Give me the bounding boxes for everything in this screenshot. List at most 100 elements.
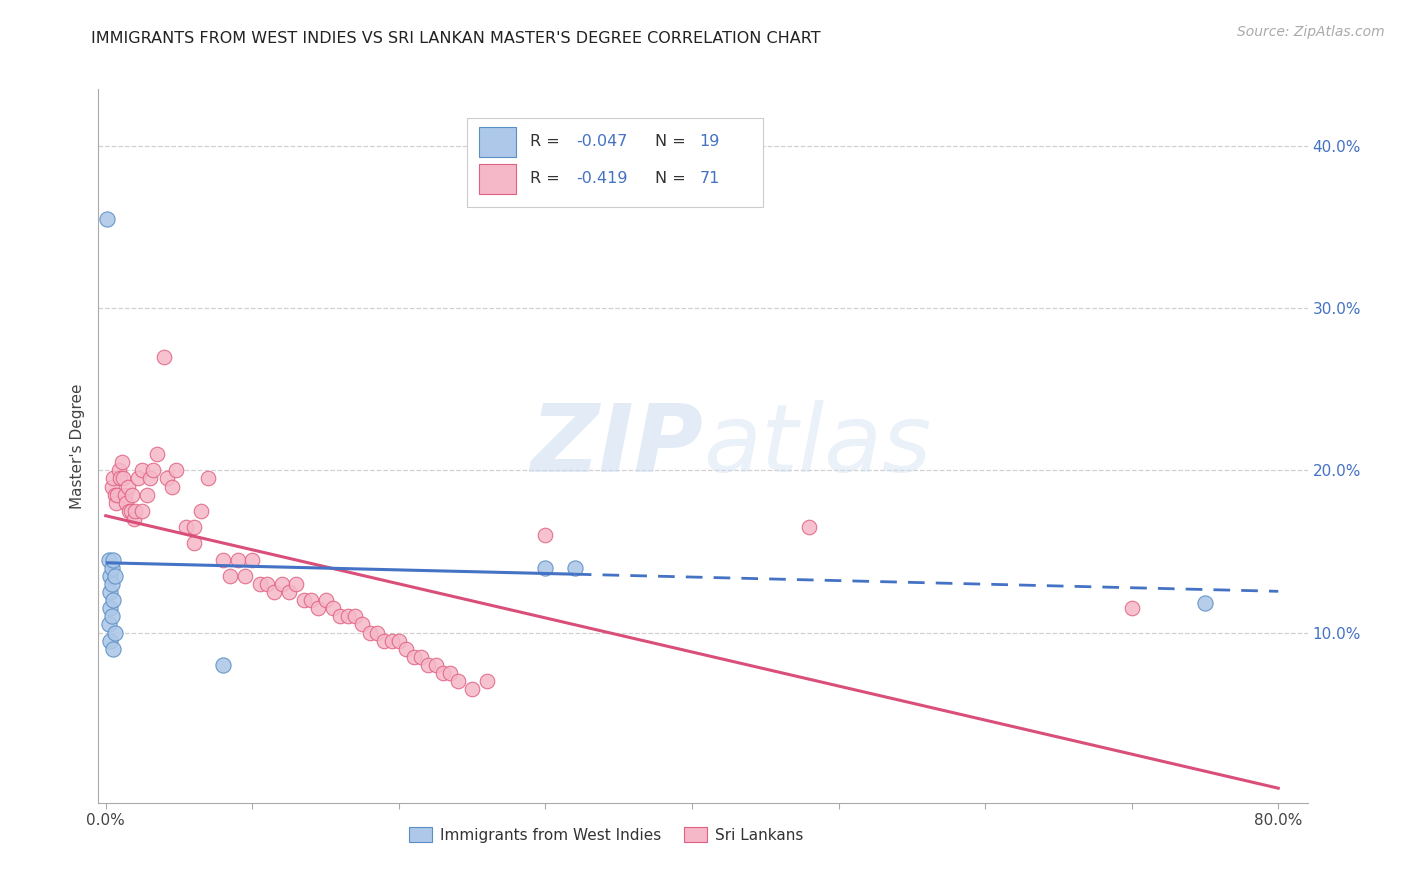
Point (117, 479, 139, 493)
Point (98, 601, 121, 615)
Point (256, 577, 278, 591)
Point (96, 211, 118, 226)
Point (135, 488, 157, 502)
Point (366, 625, 388, 640)
Point (373, 633, 395, 648)
Y-axis label: Master's Degree: Master's Degree (69, 384, 84, 508)
Text: -0.047: -0.047 (576, 134, 627, 149)
Point (359, 625, 381, 640)
Point (131, 463, 153, 477)
Point (343, 609, 366, 624)
Point (240, 552, 263, 566)
Point (165, 463, 187, 477)
Point (98, 633, 121, 648)
Point (114, 488, 136, 502)
Point (322, 601, 344, 615)
Point (124, 504, 146, 518)
Bar (479, 127, 516, 157)
Point (101, 552, 124, 566)
Point (388, 633, 411, 648)
Point (97, 552, 120, 566)
Text: -0.419: -0.419 (576, 171, 627, 186)
Point (97, 617, 120, 632)
Point (101, 641, 124, 656)
Point (103, 568, 125, 582)
Point (142, 463, 165, 477)
Point (475, 674, 498, 689)
Point (418, 657, 440, 672)
Point (108, 463, 131, 477)
Point (315, 593, 337, 607)
Point (461, 682, 484, 697)
Text: Source: ZipAtlas.com: Source: ZipAtlas.com (1237, 25, 1385, 39)
Point (307, 601, 329, 615)
Point (105, 496, 128, 510)
Point (352, 617, 374, 632)
Point (118, 504, 141, 518)
Point (564, 560, 586, 574)
FancyBboxPatch shape (467, 118, 763, 207)
Point (439, 666, 461, 681)
Point (1194, 596, 1216, 610)
Point (127, 471, 149, 485)
Point (395, 641, 418, 656)
Point (299, 593, 322, 607)
Point (101, 471, 124, 485)
Point (138, 471, 160, 485)
Text: R =: R = (530, 134, 560, 149)
Point (425, 657, 447, 672)
Point (111, 455, 134, 469)
Text: 19: 19 (699, 134, 720, 149)
Text: IMMIGRANTS FROM WEST INDIES VS SRI LANKAN MASTER'S DEGREE CORRELATION CHART: IMMIGRANTS FROM WEST INDIES VS SRI LANKA… (91, 31, 821, 46)
Point (156, 471, 179, 485)
Point (120, 504, 142, 518)
Text: ZIP: ZIP (530, 400, 703, 492)
Point (263, 585, 285, 599)
Point (98, 585, 121, 599)
Point (402, 649, 425, 664)
Point (103, 488, 125, 502)
Point (183, 520, 205, 534)
Point (100, 560, 122, 574)
Text: N =: N = (655, 171, 685, 186)
Point (98, 568, 121, 582)
Point (100, 609, 122, 624)
Point (278, 585, 301, 599)
Point (534, 528, 557, 542)
Point (100, 577, 122, 591)
Bar (479, 164, 516, 194)
Point (107, 488, 129, 502)
Point (153, 350, 176, 364)
Point (122, 512, 145, 526)
Text: 71: 71 (699, 171, 720, 186)
Point (285, 577, 308, 591)
Point (190, 504, 212, 518)
Point (112, 471, 135, 485)
Point (212, 552, 235, 566)
Point (1121, 601, 1143, 615)
Point (212, 657, 235, 672)
Point (103, 625, 125, 640)
Point (329, 609, 352, 624)
Point (176, 520, 198, 534)
Point (131, 504, 153, 518)
Point (110, 471, 132, 485)
Point (409, 649, 432, 664)
Legend: Immigrants from West Indies, Sri Lankans: Immigrants from West Indies, Sri Lankans (404, 821, 810, 848)
Point (292, 593, 315, 607)
Text: N =: N = (655, 134, 685, 149)
Text: R =: R = (530, 171, 560, 186)
Point (121, 488, 143, 502)
Point (197, 471, 219, 485)
Point (100, 479, 122, 493)
Point (446, 674, 468, 689)
Point (799, 520, 821, 534)
Point (336, 609, 359, 624)
Point (101, 593, 124, 607)
Point (270, 577, 292, 591)
Point (160, 479, 183, 493)
Point (233, 568, 256, 582)
Text: atlas: atlas (703, 401, 931, 491)
Point (115, 496, 138, 510)
Point (380, 633, 402, 648)
